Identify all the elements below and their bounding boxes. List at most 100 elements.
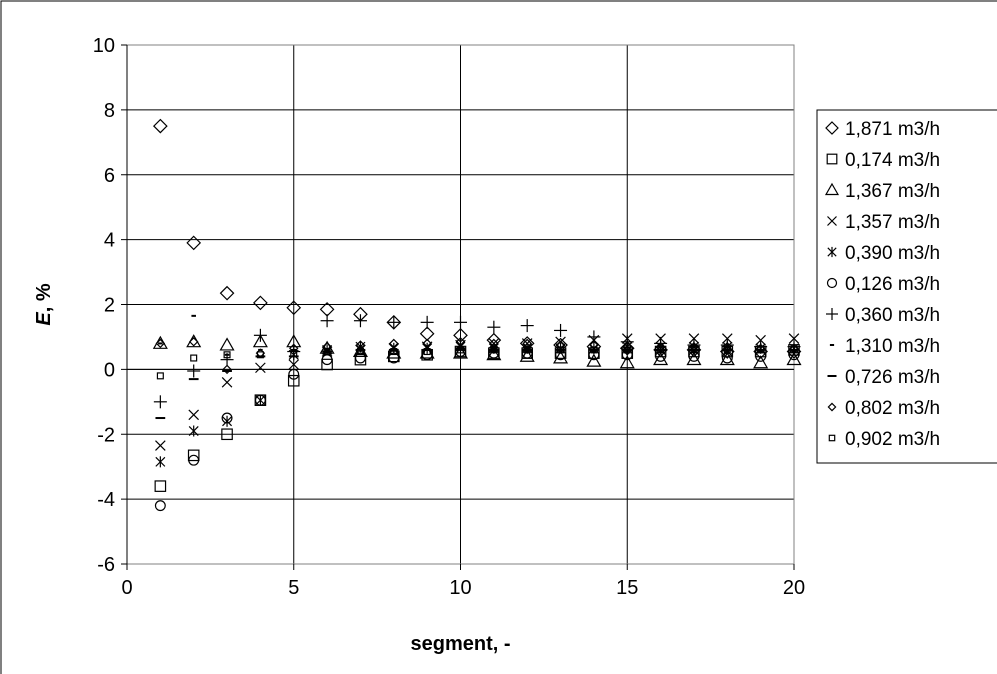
- data-point: [753, 355, 769, 369]
- data-point: [252, 334, 268, 348]
- data-point: [490, 346, 498, 354]
- data-point: [288, 359, 300, 370]
- data-point: [486, 347, 502, 361]
- y-tick-label: -6: [97, 554, 115, 576]
- data-point: [519, 348, 535, 362]
- data-point: [589, 340, 599, 350]
- data-point: [320, 314, 334, 328]
- data-point: [221, 377, 233, 388]
- y-axis-title: E, %: [33, 283, 55, 325]
- y-tick-label: 4: [104, 230, 115, 252]
- data-point: [719, 351, 735, 366]
- data-point: [757, 346, 765, 354]
- data-point: [554, 323, 568, 337]
- data-point: [154, 500, 166, 512]
- legend-label: 0,360 m3/h: [845, 305, 940, 326]
- data-point: [555, 340, 566, 350]
- data-point: [790, 346, 798, 354]
- data-point: [356, 348, 364, 356]
- data-point: [187, 449, 200, 462]
- data-point: [520, 319, 534, 333]
- data-point: [156, 372, 164, 380]
- data-point: [221, 428, 233, 441]
- data-point: [390, 348, 398, 356]
- data-point: [487, 320, 501, 334]
- legend-label: 1,871 m3/h: [845, 119, 940, 140]
- data-point: [653, 351, 669, 366]
- legend-label: 0,126 m3/h: [845, 274, 940, 295]
- data-point: [219, 285, 235, 301]
- legend-marker: [827, 246, 837, 258]
- data-point: [287, 374, 300, 387]
- legend-entry: 0,726 m3/h: [827, 367, 940, 388]
- data-point: [222, 364, 232, 375]
- data-point: [619, 340, 635, 356]
- x-tick-label: 15: [616, 577, 638, 599]
- legend-entry: 1,357 m3/h: [827, 212, 940, 233]
- data-point: [553, 350, 569, 364]
- data-point: [586, 353, 602, 367]
- data-point: [153, 118, 168, 134]
- legend-entry: 1,367 m3/h: [824, 181, 940, 202]
- x-tick-label: 10: [449, 577, 471, 599]
- y-tick-label: 10: [93, 35, 115, 57]
- data-point: [253, 295, 268, 311]
- data-point: [286, 300, 302, 316]
- data-point: [289, 343, 299, 354]
- y-tick-label: 6: [104, 165, 115, 187]
- data-point: [454, 315, 467, 329]
- data-point: [387, 315, 401, 329]
- data-point: [223, 351, 231, 359]
- legend-marker: [827, 402, 837, 412]
- legend-label: 0,390 m3/h: [845, 243, 940, 264]
- y-tick-label: 2: [104, 295, 115, 317]
- axes: [121, 44, 795, 570]
- data-point: [353, 314, 367, 328]
- data-point: [655, 341, 666, 352]
- y-tick-label: 0: [104, 359, 115, 381]
- y-tick-label: 8: [104, 100, 115, 122]
- data-point: [155, 338, 166, 349]
- data-point: [723, 346, 731, 354]
- legend-entry: 0,360 m3/h: [826, 305, 940, 326]
- data-point: [420, 315, 434, 329]
- legend-label: 0,802 m3/h: [845, 398, 940, 419]
- data-point: [523, 346, 531, 354]
- legend-marker: [824, 182, 840, 196]
- data-point: [455, 337, 466, 347]
- legend-marker: [825, 121, 839, 135]
- legend-entry: 0,174 m3/h: [826, 150, 940, 171]
- x-tick-label: 20: [783, 577, 805, 599]
- data-point: [254, 394, 266, 406]
- series-6: [154, 346, 800, 512]
- data-point: [622, 341, 632, 352]
- data-point: [322, 341, 332, 352]
- data-point: [456, 346, 465, 354]
- legend-entry: 1,871 m3/h: [825, 119, 940, 140]
- legend-entry: 0,902 m3/h: [828, 429, 940, 450]
- legend-entry: 0,802 m3/h: [827, 398, 940, 419]
- data-point: [422, 338, 432, 349]
- legend-marker: [828, 434, 836, 442]
- data-point: [689, 341, 699, 352]
- legend-entry: 0,390 m3/h: [827, 243, 940, 264]
- legend-marker: [827, 216, 837, 226]
- legend-label: 0,902 m3/h: [845, 429, 940, 450]
- legend-entry: 0,126 m3/h: [826, 274, 940, 295]
- data-point: [222, 415, 233, 427]
- data-point: [253, 328, 267, 342]
- y-axis-title-unit: , %: [33, 283, 55, 312]
- legend: 1,871 m3/h 0,174 m3/h 1,367 m3/h 1,357 m3/h…: [816, 109, 997, 464]
- data-point: [187, 364, 201, 378]
- legend-marker: [826, 277, 838, 289]
- data-point: [290, 349, 298, 357]
- legend-label: 1,367 m3/h: [845, 181, 940, 202]
- data-point: [186, 235, 202, 251]
- series-11: [156, 346, 798, 380]
- data-point: [155, 456, 166, 468]
- legend-box: [816, 109, 997, 464]
- legend-marker: [826, 153, 838, 165]
- x-axis-title: segment, -: [410, 633, 510, 655]
- x-tick-label: 0: [121, 577, 132, 599]
